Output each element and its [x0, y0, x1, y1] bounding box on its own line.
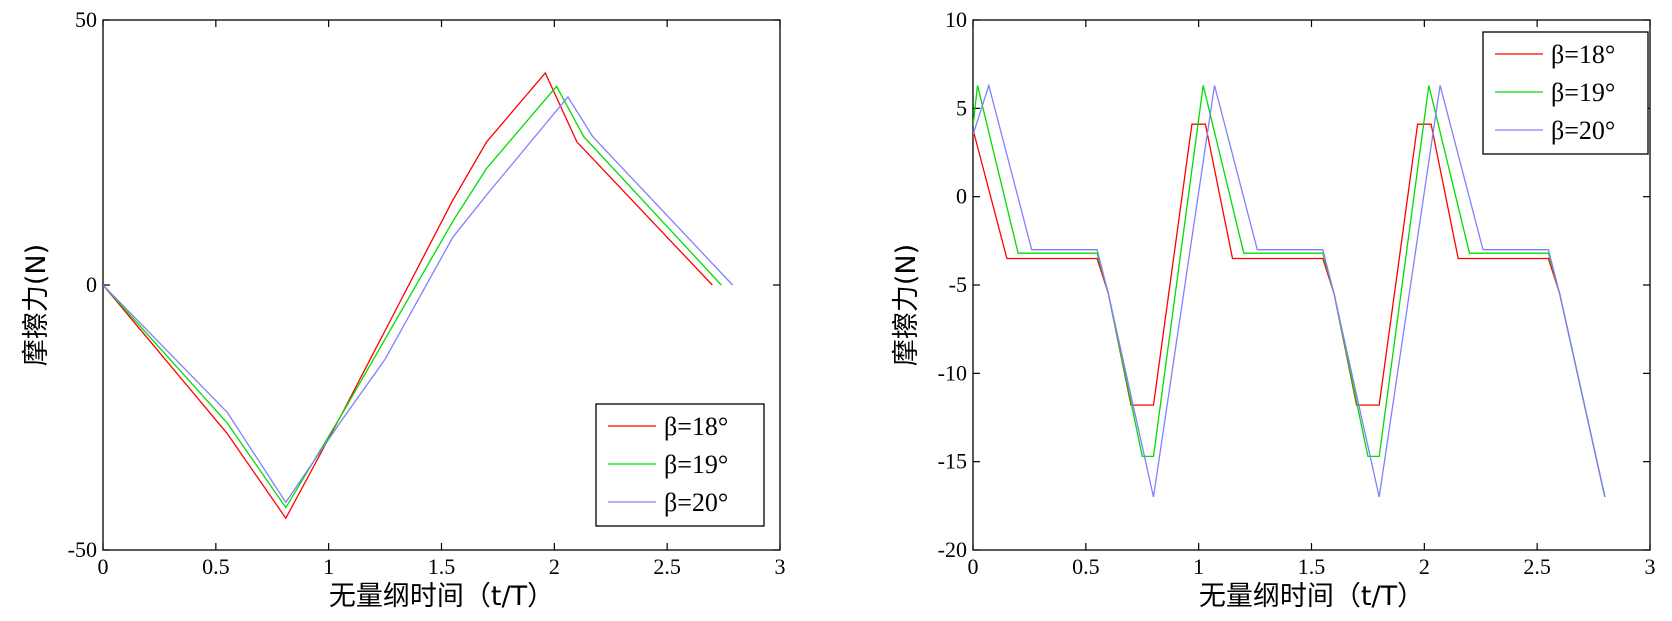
chart2-series-line-3	[973, 83, 1606, 498]
chart2-xtick-label: 2.5	[1523, 554, 1551, 579]
chart2-ytick-label: 5	[956, 95, 967, 120]
chart1-xtick-label: 0	[98, 554, 109, 579]
chart2-xtick-label: 0	[968, 554, 979, 579]
chart1-xtick-label: 1	[323, 554, 334, 579]
chart1: 0 0.5 1 1.5 2 2.5 3-50050无量纲时间（t/T）摩擦力(N)β=18°…	[21, 7, 786, 612]
chart2-ytick-label: -20	[938, 537, 967, 562]
chart2-xtick-label: 3	[1645, 554, 1656, 579]
chart2-xtick-label: 2	[1419, 554, 1430, 579]
chart2-ytick-label: -5	[949, 272, 967, 297]
chart1-xtick-label: 2	[549, 554, 560, 579]
chart2-x-axis-label: 无量纲时间（t/T）	[1199, 581, 1424, 612]
chart2-xtick-label: 1.5	[1298, 554, 1326, 579]
chart1-series-line-1	[103, 71, 713, 520]
chart1-series-line-2	[103, 85, 722, 509]
chart1-y-axis-label: 摩擦力(N)	[21, 244, 52, 366]
chart1-ytick-label: -50	[68, 537, 97, 562]
chart1-ytick-label: 50	[75, 7, 97, 32]
chart2-ytick-label: 10	[945, 7, 967, 32]
chart2-legend-box	[1482, 31, 1649, 155]
chart2-series-line-2	[973, 85, 1606, 498]
chart1-xtick-label: 0.5	[202, 554, 230, 579]
chart1-series-line-3	[103, 95, 734, 504]
chart2-xtick-label: 0.5	[1072, 554, 1100, 579]
chart1-legend-label-2: β=19°	[664, 450, 728, 479]
chart2-legend-label-1: β=18°	[1551, 40, 1615, 69]
chart1-xtick-label: 2.5	[653, 554, 681, 579]
chart1-xtick-label: 1.5	[428, 554, 456, 579]
chart1-ytick-label: 0	[86, 272, 97, 297]
chart1-legend-label-3: β=20°	[664, 488, 728, 517]
chart2-ytick-label: -15	[938, 449, 967, 474]
chart2-xtick-label: 1	[1193, 554, 1204, 579]
chart2-ytick-label: -10	[938, 360, 967, 385]
chart2-legend-label-2: β=19°	[1551, 78, 1615, 107]
chart1-xtick-label: 3	[775, 554, 786, 579]
chart2-legend-label-3: β=20°	[1551, 116, 1615, 145]
chart1-legend-box	[595, 403, 765, 527]
chart1-x-axis-label: 无量纲时间（t/T）	[329, 581, 554, 612]
chart2-y-axis-label: 摩擦力(N)	[891, 244, 922, 366]
chart1-legend-label-1: β=18°	[664, 412, 728, 441]
chart2-ytick-label: 0	[956, 184, 967, 209]
chart2: 0 0.5 1 1.5 2 2.5 3 -20 -15 -10 -5 0 5 10 无量纲时间（t/T） 摩擦…	[891, 7, 1656, 612]
